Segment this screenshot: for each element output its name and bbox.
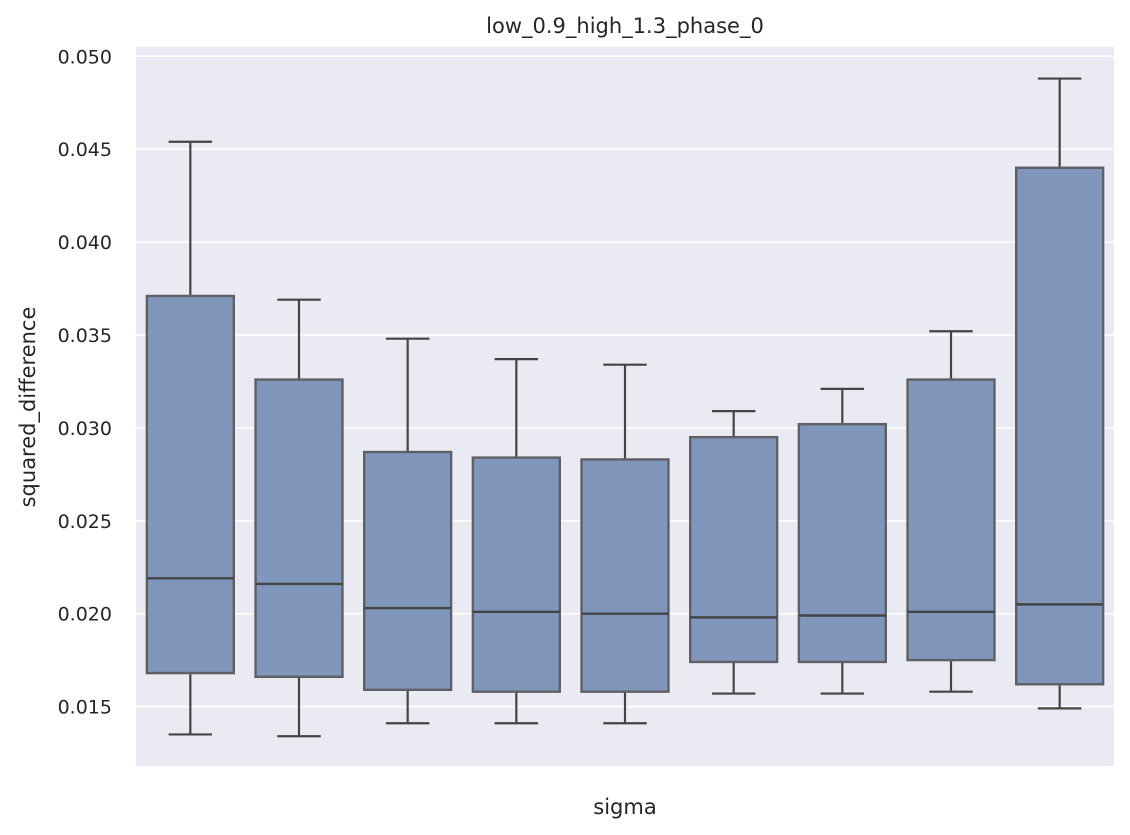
boxes — [145, 77, 1105, 738]
y-tick-label: 0.020 — [58, 604, 112, 626]
box-group — [797, 387, 887, 695]
y-tick-label: 0.035 — [58, 325, 112, 347]
box-iqr — [1015, 166, 1105, 686]
box-group — [145, 140, 236, 736]
box-iqr — [254, 378, 344, 679]
box-iqr — [580, 458, 670, 693]
box-iqr — [145, 294, 236, 675]
box-iqr — [797, 422, 887, 664]
y-tick-label: 0.045 — [58, 139, 112, 161]
y-tick-label: 0.040 — [58, 232, 112, 254]
box-group — [1015, 77, 1105, 710]
box-iqr — [471, 456, 562, 693]
y-tick-label: 0.025 — [58, 511, 112, 533]
y-axis-label: squared_difference — [16, 307, 41, 508]
box-group — [471, 358, 562, 725]
box-group — [580, 363, 670, 725]
box-iqr — [363, 450, 453, 692]
x-axis-label: sigma — [593, 795, 656, 819]
y-tick-label: 0.015 — [58, 697, 112, 719]
y-tick-label: 0.050 — [58, 46, 112, 68]
chart-title: low_0.9_high_1.3_phase_0 — [486, 14, 764, 39]
box-iqr — [906, 378, 996, 662]
box-group — [254, 298, 344, 738]
box-group — [689, 410, 779, 695]
box-iqr — [689, 435, 779, 664]
y-tick-label: 0.030 — [58, 418, 112, 440]
box-group — [906, 330, 996, 693]
box-group — [363, 337, 453, 725]
y-axis-ticks: 0.015 0.020 0.025 0.030 0.035 0.040 0.045 0.050 — [58, 46, 112, 718]
